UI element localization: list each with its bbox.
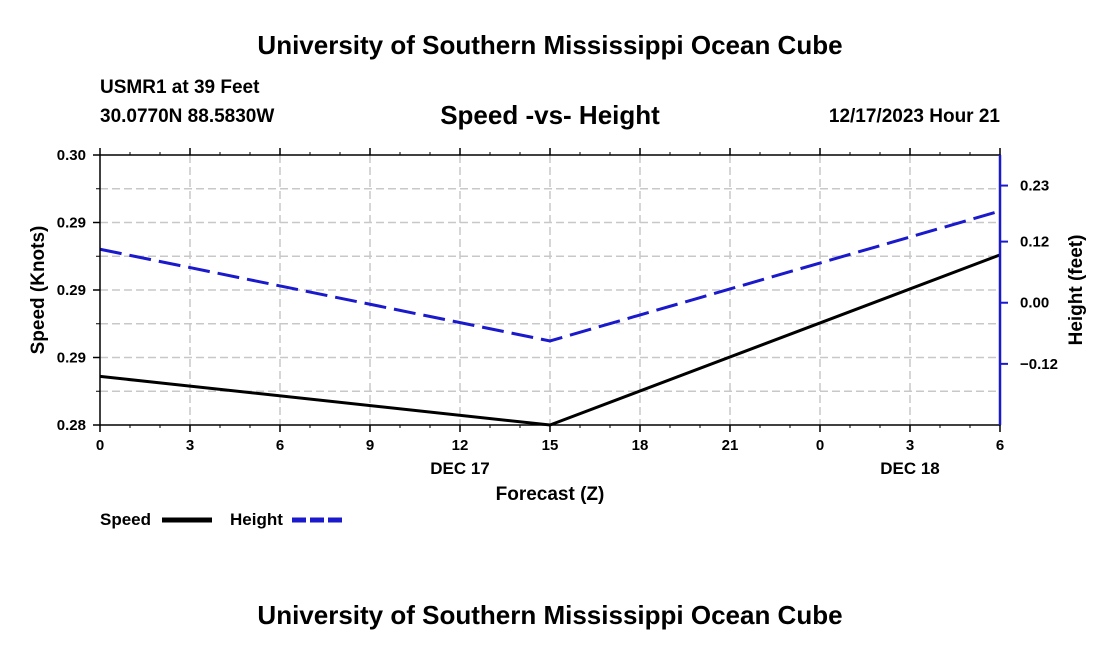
y2-tick-label: 0.12 [1020, 234, 1049, 251]
footer-title: University of Southern Mississippi Ocean… [257, 600, 843, 630]
legend-label-height: Height [230, 510, 283, 529]
date-label: DEC 17 [430, 459, 490, 478]
x-axis-label: Forecast (Z) [496, 484, 605, 505]
y2-axis-label: Height (feet) [1066, 235, 1087, 346]
chart-title: University of Southern Mississippi Ocean… [257, 30, 843, 60]
x-tick-label: 18 [632, 437, 649, 454]
coordinates-label: 30.0770N 88.5830W [100, 106, 275, 127]
x-tick-label: 9 [366, 437, 374, 454]
x-tick-label: 3 [186, 437, 194, 454]
x-tick-label: 6 [276, 437, 284, 454]
x-tick-label: 3 [906, 437, 914, 454]
chart-subtitle: Speed -vs- Height [440, 100, 660, 130]
datetime-label: 12/17/2023 Hour 21 [828, 106, 1000, 127]
y-tick-label: 0.29 [57, 350, 86, 367]
y-tick-label: 0.30 [57, 147, 86, 164]
grid-lines [100, 155, 1000, 425]
y-tick-label: 0.29 [57, 282, 86, 299]
legend-label-speed: Speed [100, 510, 151, 529]
x-tick-label: 0 [816, 437, 824, 454]
y-tick-label: 0.29 [57, 215, 86, 232]
y2-tick-label: −0.12 [1020, 356, 1058, 373]
axis-ticks: 0 3 6 9 12 15 18 21 0 3 6 DEC 17 DEC 18 0.28 0.29 0.29 0… [57, 147, 1058, 478]
axis-labels: Forecast (Z) Speed (Knots) Height (feet) [28, 226, 1087, 505]
date-label: DEC 18 [880, 459, 940, 478]
x-tick-label: 0 [96, 437, 104, 454]
y2-tick-label: 0.00 [1020, 295, 1049, 312]
y-axis-label: Speed (Knots) [28, 226, 49, 355]
x-tick-label: 15 [542, 437, 559, 454]
x-tick-label: 21 [722, 437, 739, 454]
y-tick-label: 0.28 [57, 417, 86, 434]
legend: Speed Height [100, 510, 342, 529]
station-label: USMR1 at 39 Feet [100, 77, 260, 98]
x-tick-label: 6 [996, 437, 1004, 454]
x-tick-label: 12 [452, 437, 469, 454]
y2-tick-label: 0.23 [1020, 178, 1049, 195]
